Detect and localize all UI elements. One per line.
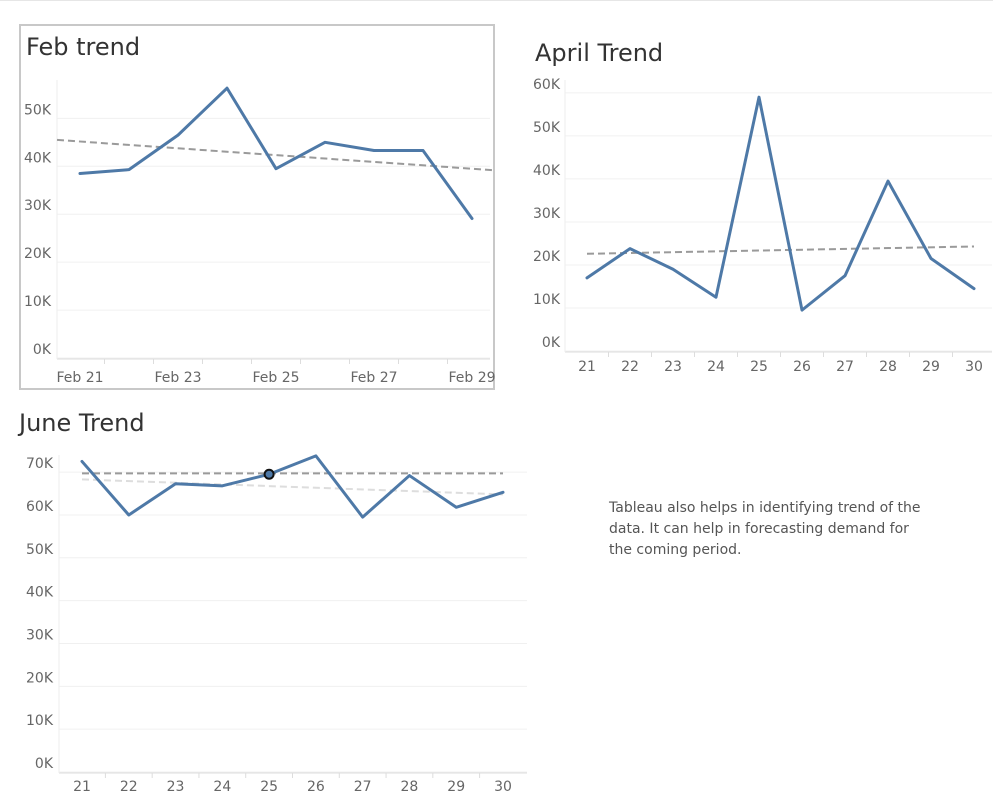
y-tick-label: 10K — [26, 713, 54, 729]
x-tick-label: 26 — [793, 359, 811, 375]
data-point — [78, 172, 82, 175]
series-line — [80, 454, 505, 519]
y-tick-label: 10K — [533, 292, 561, 308]
feb-trend-chart[interactable] — [19, 24, 495, 390]
data-point — [408, 474, 411, 477]
x-tick-label: 23 — [664, 359, 682, 375]
trend-line — [56, 138, 493, 172]
y-tick-label: 60K — [26, 499, 54, 515]
x-tick-label: 30 — [494, 779, 512, 795]
feb-trend-title: Feb trend — [26, 33, 141, 61]
y-tick-label: 40K — [533, 163, 561, 179]
data-point — [314, 454, 318, 458]
data-point — [501, 491, 505, 494]
data-point — [323, 141, 327, 144]
y-tick-label: 0K — [33, 342, 52, 358]
y-tick-label: 30K — [26, 627, 54, 643]
data-point — [929, 257, 933, 260]
x-tick-label: 30 — [965, 359, 983, 375]
x-tick-label: 29 — [447, 779, 465, 795]
x-tick-label: 29 — [922, 359, 940, 375]
highlighted-point — [263, 468, 275, 480]
note-text: Tableau also helps in identifying trend … — [609, 500, 921, 558]
x-tick-label: 28 — [401, 779, 419, 795]
trend-line — [586, 245, 975, 255]
y-tick-label: 50K — [533, 120, 561, 136]
trend-line — [81, 478, 504, 496]
y-tick-label: 20K — [533, 249, 561, 265]
x-tick-label: 24 — [213, 779, 231, 795]
data-point — [174, 482, 177, 485]
data-point — [225, 86, 229, 90]
x-tick-label: 21 — [578, 359, 596, 375]
y-tick-label: 40K — [24, 150, 52, 166]
y-tick-label: 20K — [26, 670, 54, 686]
data-point — [843, 274, 847, 277]
data-point — [127, 168, 131, 171]
x-tick-label: 25 — [260, 779, 278, 795]
x-tick-label: 21 — [73, 779, 91, 795]
data-point — [972, 287, 976, 290]
y-tick-label: 30K — [24, 198, 52, 214]
data-point — [757, 96, 761, 99]
x-tick-label: 27 — [836, 359, 854, 375]
data-point — [421, 149, 425, 152]
data-point — [274, 167, 278, 170]
y-tick-label: 10K — [24, 294, 52, 310]
data-point — [455, 506, 458, 509]
data-point — [585, 276, 589, 280]
y-tick-label: 20K — [24, 246, 52, 262]
y-tick-label: 0K — [542, 335, 561, 351]
x-tick-label: 25 — [750, 359, 768, 375]
x-tick-label: Feb 21 — [56, 370, 103, 386]
data-point — [714, 296, 718, 299]
x-tick-label: 22 — [621, 359, 639, 375]
y-tick-label: 0K — [35, 756, 54, 772]
top-divider — [0, 0, 993, 1]
data-point — [800, 308, 804, 312]
y-tick-label: 70K — [26, 456, 54, 472]
x-tick-label: 24 — [707, 359, 725, 375]
x-tick-label: Feb 25 — [252, 370, 299, 386]
x-tick-label: Feb 29 — [448, 370, 495, 386]
x-tick-label: 26 — [307, 779, 325, 795]
data-point — [470, 217, 474, 220]
data-point — [176, 133, 180, 137]
x-tick-label: Feb 27 — [350, 370, 397, 386]
data-point — [127, 513, 130, 517]
data-point — [80, 460, 84, 463]
y-tick-label: 50K — [24, 102, 52, 118]
x-tick-label: 28 — [879, 359, 897, 375]
series-line — [585, 95, 976, 312]
y-tick-label: 50K — [26, 542, 54, 558]
y-tick-label: 30K — [533, 206, 561, 222]
data-point — [886, 179, 890, 183]
x-tick-label: 23 — [167, 779, 185, 795]
data-point — [221, 484, 224, 488]
x-tick-label: Feb 23 — [154, 370, 201, 386]
data-point — [372, 149, 376, 152]
data-point — [361, 515, 364, 519]
data-point — [671, 268, 675, 271]
x-tick-label: 22 — [120, 779, 138, 795]
x-tick-label: 27 — [354, 779, 372, 795]
y-tick-label: 60K — [533, 77, 561, 93]
june-trend-title: June Trend — [19, 409, 145, 437]
april-trend-title: April Trend — [535, 39, 664, 67]
data-point — [628, 247, 632, 250]
y-tick-label: 40K — [26, 585, 54, 601]
